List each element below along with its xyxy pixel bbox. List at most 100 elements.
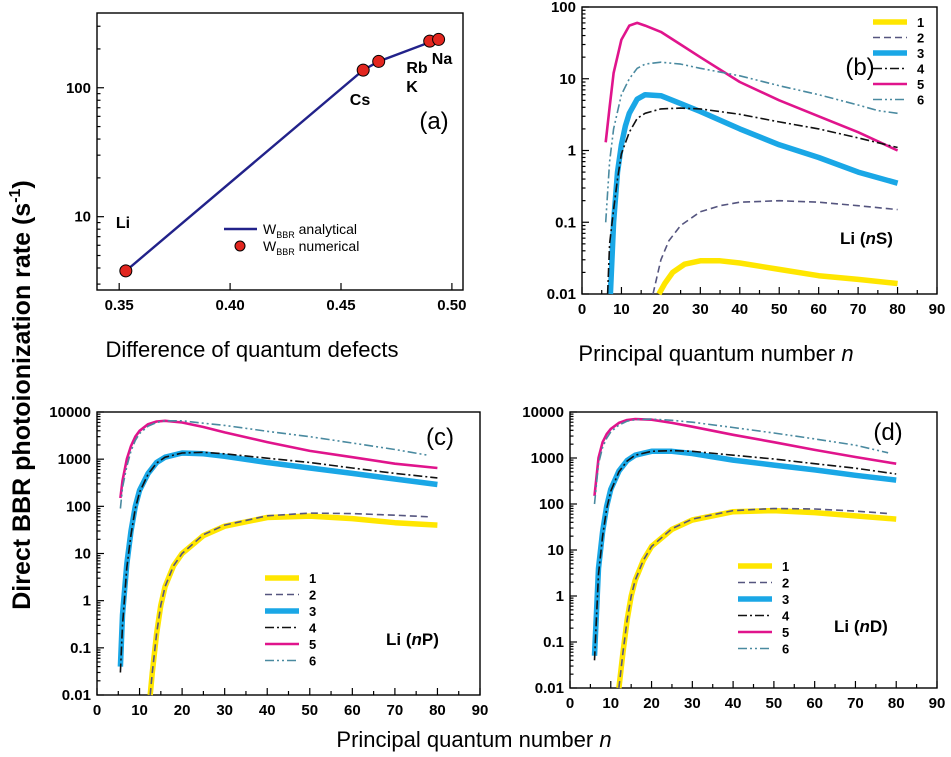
xlabel-panel-b: Principal quantum number n xyxy=(578,341,853,366)
xtick-label-a: 0.35 xyxy=(105,297,134,314)
atom-label-rb: Rb xyxy=(406,60,428,77)
series-2-line-b xyxy=(652,199,898,295)
ytick-label-b: 0.01 xyxy=(547,286,576,303)
panel-label-a: (a) xyxy=(419,108,448,135)
series-2-line-c xyxy=(149,512,429,696)
ytick-label-c: 0.01 xyxy=(62,687,91,704)
xtick-label-c: 20 xyxy=(174,702,191,719)
xtick-label-b: 50 xyxy=(771,301,788,318)
xtick-label-d: 70 xyxy=(847,695,864,712)
legend-label-3-b: 3 xyxy=(917,46,924,61)
legend-label-6-b: 6 xyxy=(917,93,924,108)
ytick-label-b: 100 xyxy=(551,0,576,16)
xtick-label-a: 0.50 xyxy=(437,297,466,314)
xlabel-bottom: Principal quantum number n xyxy=(336,727,611,752)
ytick-label-d: 1000 xyxy=(531,450,564,467)
legend-label-analytical: WBBR analytical xyxy=(263,221,357,240)
ytick-label-d: 0.01 xyxy=(535,680,564,697)
atom-label-na: Na xyxy=(432,51,453,68)
xtick-label-b: 80 xyxy=(889,301,906,318)
legend-label-5-c: 5 xyxy=(309,637,316,652)
series-1-line-b xyxy=(656,258,898,296)
ytick-label-d: 10 xyxy=(547,542,564,559)
series-1-line-c xyxy=(147,513,438,696)
legend-label-4-b: 4 xyxy=(917,62,925,77)
ytick-label-c: 10000 xyxy=(49,404,91,421)
legend-label-6-c: 6 xyxy=(309,654,316,669)
xtick-label-c: 50 xyxy=(301,702,318,719)
xtick-label-d: 30 xyxy=(684,695,701,712)
ytick-label-d: 10000 xyxy=(522,404,564,421)
legend-label-5-d: 5 xyxy=(782,625,789,640)
series-title-b: Li (nS) xyxy=(840,229,893,248)
series-3-line-b xyxy=(607,91,899,295)
series-6-line-d xyxy=(593,418,889,505)
legend-label-1-b: 1 xyxy=(917,15,924,30)
ytick-label-c: 100 xyxy=(66,498,91,515)
ytick-label-b: 1 xyxy=(568,143,576,160)
xtick-label-d: 0 xyxy=(566,695,574,712)
xtick-label-a: 0.40 xyxy=(215,297,244,314)
series-5-line-b xyxy=(604,21,899,152)
panel-label-c: (c) xyxy=(426,424,454,451)
ytick-label-c: 0.1 xyxy=(70,640,91,657)
xtick-label-d: 10 xyxy=(602,695,619,712)
numerical-point-a xyxy=(356,63,370,77)
xtick-label-b: 20 xyxy=(653,301,670,318)
xtick-label-b: 10 xyxy=(613,301,630,318)
xtick-label-a: 0.45 xyxy=(326,297,355,314)
plot-frame-a xyxy=(96,12,464,291)
ytick-label-d: 1 xyxy=(556,588,564,605)
series-6-line-c xyxy=(119,420,430,509)
panel-c: 0 10 20 30 40 50 60 70 80 90 0.01 0.1 1 10 100 1000 1000… xyxy=(49,404,488,719)
xtick-label-d: 90 xyxy=(929,695,946,712)
series-4-line-b xyxy=(606,107,898,295)
xtick-label-c: 70 xyxy=(387,702,404,719)
xtick-label-c: 80 xyxy=(429,702,446,719)
legend-label-2-b: 2 xyxy=(917,31,924,46)
series-6-line-b xyxy=(604,61,898,223)
xtick-label-d: 20 xyxy=(643,695,660,712)
ytick-label-d: 0.1 xyxy=(543,634,564,651)
series-5-line-c xyxy=(119,419,438,499)
legend-label-3-c: 3 xyxy=(309,604,316,619)
legend-label-numerical: WBBR numerical xyxy=(263,238,359,257)
legend-label-2-c: 2 xyxy=(309,588,316,603)
xtick-label-b: 70 xyxy=(850,301,867,318)
legend-label-4-c: 4 xyxy=(309,621,317,636)
series-4-line-d xyxy=(593,449,897,661)
shared-ylabel: Direct BBR photoionization rate (s-1) xyxy=(7,180,36,610)
xtick-label-d: 80 xyxy=(888,695,905,712)
xtick-label-b: 60 xyxy=(810,301,827,318)
ytick-label-b: 10 xyxy=(559,71,576,88)
legend-label-6-d: 6 xyxy=(782,642,789,657)
series-4-line-c xyxy=(119,451,438,673)
xtick-label-b: 30 xyxy=(692,301,709,318)
xtick-label-d: 50 xyxy=(766,695,783,712)
legend-label-1-c: 1 xyxy=(309,571,316,586)
xtick-label-c: 40 xyxy=(259,702,276,719)
ytick-label-c: 1 xyxy=(83,593,91,610)
ytick-label-a: 10 xyxy=(74,209,91,226)
series-2-line-d xyxy=(618,507,889,689)
plot-frame-b xyxy=(581,6,938,295)
ytick-label-c: 10 xyxy=(74,546,91,563)
xtick-label-d: 60 xyxy=(806,695,823,712)
ytick-label-a: 100 xyxy=(66,80,91,97)
xtick-label-b: 0 xyxy=(578,301,586,318)
atom-label-li: Li xyxy=(116,215,130,232)
ytick-label-b: 0.1 xyxy=(555,214,576,231)
xtick-label-c: 10 xyxy=(131,702,148,719)
panel-label-b: (b) xyxy=(845,54,874,81)
xtick-label-c: 0 xyxy=(93,702,101,719)
atom-label-k: K xyxy=(406,79,418,96)
xtick-label-b: 40 xyxy=(731,301,748,318)
legend-label-1-d: 1 xyxy=(782,559,789,574)
numerical-point-a xyxy=(372,54,386,68)
legend-label-4-d: 4 xyxy=(782,609,790,624)
numerical-point-a xyxy=(432,32,446,46)
panel-label-d: (d) xyxy=(873,419,902,446)
ytick-label-d: 100 xyxy=(539,496,564,513)
legend-swatch-numerical xyxy=(234,240,246,252)
